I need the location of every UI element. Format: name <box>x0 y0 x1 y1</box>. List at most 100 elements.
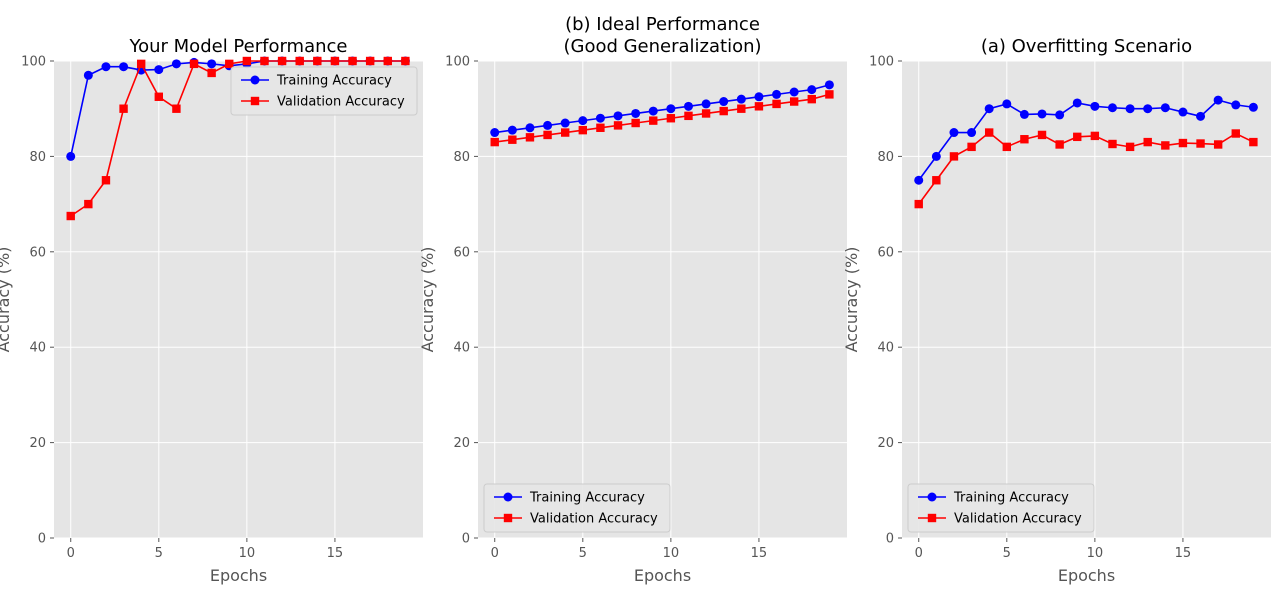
data-point <box>684 111 693 121</box>
data-point <box>578 125 587 135</box>
data-point <box>807 85 817 95</box>
x-tick-label: 10 <box>663 546 680 561</box>
data-point <box>719 97 729 107</box>
data-point <box>648 106 658 116</box>
data-point <box>914 199 923 209</box>
data-point <box>595 113 605 123</box>
y-tick-label: 0 <box>38 532 46 547</box>
data-point <box>1178 107 1188 117</box>
data-point <box>1019 109 1029 119</box>
data-point <box>119 62 129 72</box>
data-point <box>1213 140 1223 149</box>
legend-box <box>483 483 671 533</box>
data-point <box>736 94 746 104</box>
data-point <box>631 108 641 118</box>
data-point <box>789 87 799 97</box>
data-point <box>807 94 816 104</box>
data-point <box>683 101 693 111</box>
data-point <box>1072 98 1082 108</box>
data-point <box>66 151 76 161</box>
x-tick-label: 0 <box>67 546 75 561</box>
x-tick-label: 10 <box>239 546 256 561</box>
chart-title: (Good Generalization) <box>563 36 761 57</box>
data-point <box>1249 137 1258 147</box>
series-validation-accuracy <box>914 128 1258 209</box>
legend-label: Validation Accuracy <box>530 512 658 527</box>
y-tick-label: 40 <box>877 341 894 356</box>
data-point <box>171 59 181 69</box>
data-point <box>1090 101 1100 111</box>
data-point <box>1231 100 1241 110</box>
legend-box <box>907 483 1095 533</box>
legend-box <box>230 66 418 116</box>
x-axis-label: Epochs <box>1058 566 1115 585</box>
legend-marker <box>503 492 513 502</box>
data-point <box>1125 142 1135 152</box>
data-point <box>719 106 728 116</box>
data-point <box>701 109 711 118</box>
legend-marker <box>250 75 260 85</box>
data-point <box>172 104 181 113</box>
data-point <box>825 90 834 99</box>
data-point <box>1108 139 1117 149</box>
chart-title: (a) Overfitting Scenario <box>981 36 1192 57</box>
data-point <box>1037 109 1047 119</box>
data-point <box>1002 142 1011 152</box>
data-point <box>242 56 252 66</box>
data-point <box>207 59 217 69</box>
legend-label: Validation Accuracy <box>954 512 1082 527</box>
data-point <box>543 120 553 130</box>
data-point <box>383 56 392 66</box>
legend-label: Training Accuracy <box>529 491 645 506</box>
chart-panel-3: 0 20 40 60 80 100 0 5 10 15 Epochs Accuracy (%) (a) … <box>842 36 1271 585</box>
data-point <box>225 59 234 69</box>
data-point <box>914 175 924 185</box>
y-tick-label: 20 <box>29 436 46 451</box>
y-axis-label: Accuracy (%) <box>0 247 13 353</box>
x-tick-label: 5 <box>1003 546 1011 561</box>
data-point <box>984 104 994 114</box>
x-tick-label: 15 <box>327 546 344 561</box>
data-point <box>1090 131 1100 141</box>
data-point <box>772 99 781 109</box>
x-axis-label: Epochs <box>634 566 691 585</box>
data-point <box>824 80 834 90</box>
data-point <box>490 137 499 147</box>
y-tick-label: 0 <box>462 532 470 547</box>
legend-label: Training Accuracy <box>953 491 1069 506</box>
data-point <box>931 151 941 161</box>
data-point <box>1160 103 1170 113</box>
legend-marker <box>927 513 937 523</box>
y-tick-label: 20 <box>877 436 894 451</box>
y-tick-label: 100 <box>21 55 46 70</box>
y-tick-label: 80 <box>29 150 46 165</box>
x-tick-label: 15 <box>1175 546 1192 561</box>
data-point <box>1037 130 1047 140</box>
y-axis-label: Accuracy (%) <box>842 247 861 353</box>
data-point <box>365 56 375 66</box>
data-point <box>649 116 658 125</box>
data-point <box>631 118 640 128</box>
x-axis-label: Epochs <box>210 566 267 585</box>
data-point <box>737 104 746 113</box>
data-point <box>701 99 711 109</box>
data-point <box>136 59 146 69</box>
data-point <box>330 56 340 66</box>
data-point <box>967 142 976 152</box>
data-point <box>119 104 128 113</box>
x-tick-label: 0 <box>915 546 923 561</box>
data-point <box>83 70 93 80</box>
data-point <box>490 128 500 138</box>
data-point <box>66 211 75 221</box>
data-point <box>154 65 164 75</box>
data-point <box>789 97 799 106</box>
series-validation-accuracy <box>490 90 834 147</box>
chart-panel-2: 0 20 40 60 80 100 0 5 10 15 Epochs Accuracy (%) (b) … <box>418 14 847 585</box>
data-point <box>666 114 676 123</box>
data-point <box>1143 104 1153 114</box>
data-point <box>560 118 570 128</box>
plot-area <box>902 61 1271 538</box>
legend-label: Validation Accuracy <box>277 95 405 110</box>
data-point <box>543 130 552 140</box>
data-point <box>1002 99 1012 109</box>
